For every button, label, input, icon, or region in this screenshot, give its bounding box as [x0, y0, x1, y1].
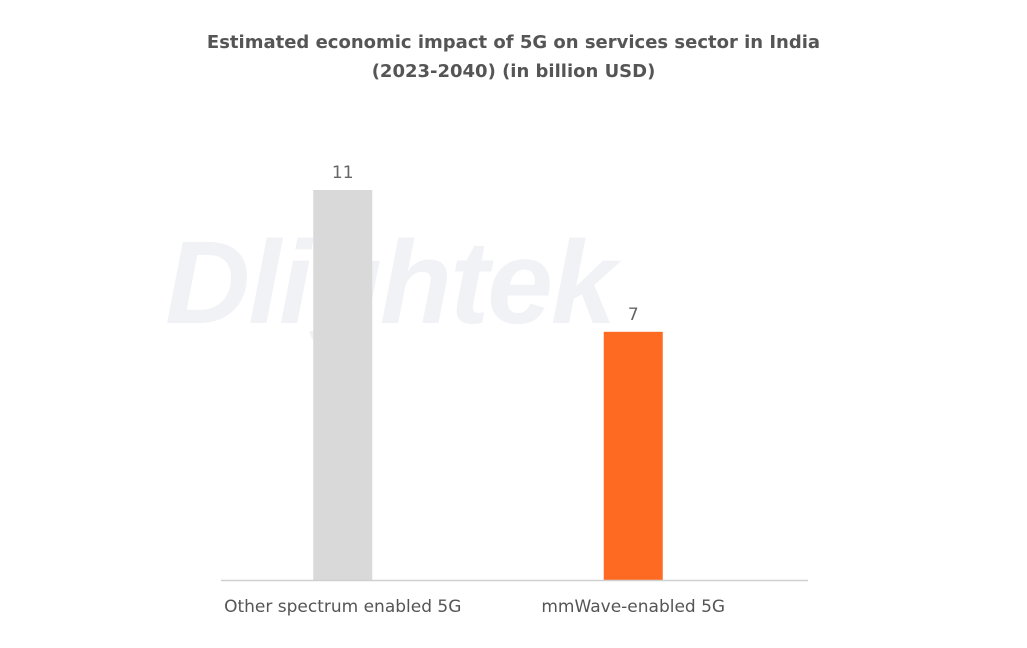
- chart-subtitle: (2023-2040) (in billion USD): [371, 61, 656, 82]
- chart-title-line1: Estimated economic impact of 5G on servi…: [206, 32, 821, 53]
- bar-0: [313, 190, 373, 580]
- value-label-1: 7: [628, 305, 639, 325]
- chart-title: Estimated economic impact of 5G on servi…: [0, 28, 1027, 86]
- bar-1: [603, 331, 663, 580]
- x-tick-label-1: mmWave-enabled 5G: [541, 597, 725, 617]
- value-label-0: 11: [332, 163, 354, 183]
- x-tick-label-0: Other spectrum enabled 5G: [224, 597, 461, 617]
